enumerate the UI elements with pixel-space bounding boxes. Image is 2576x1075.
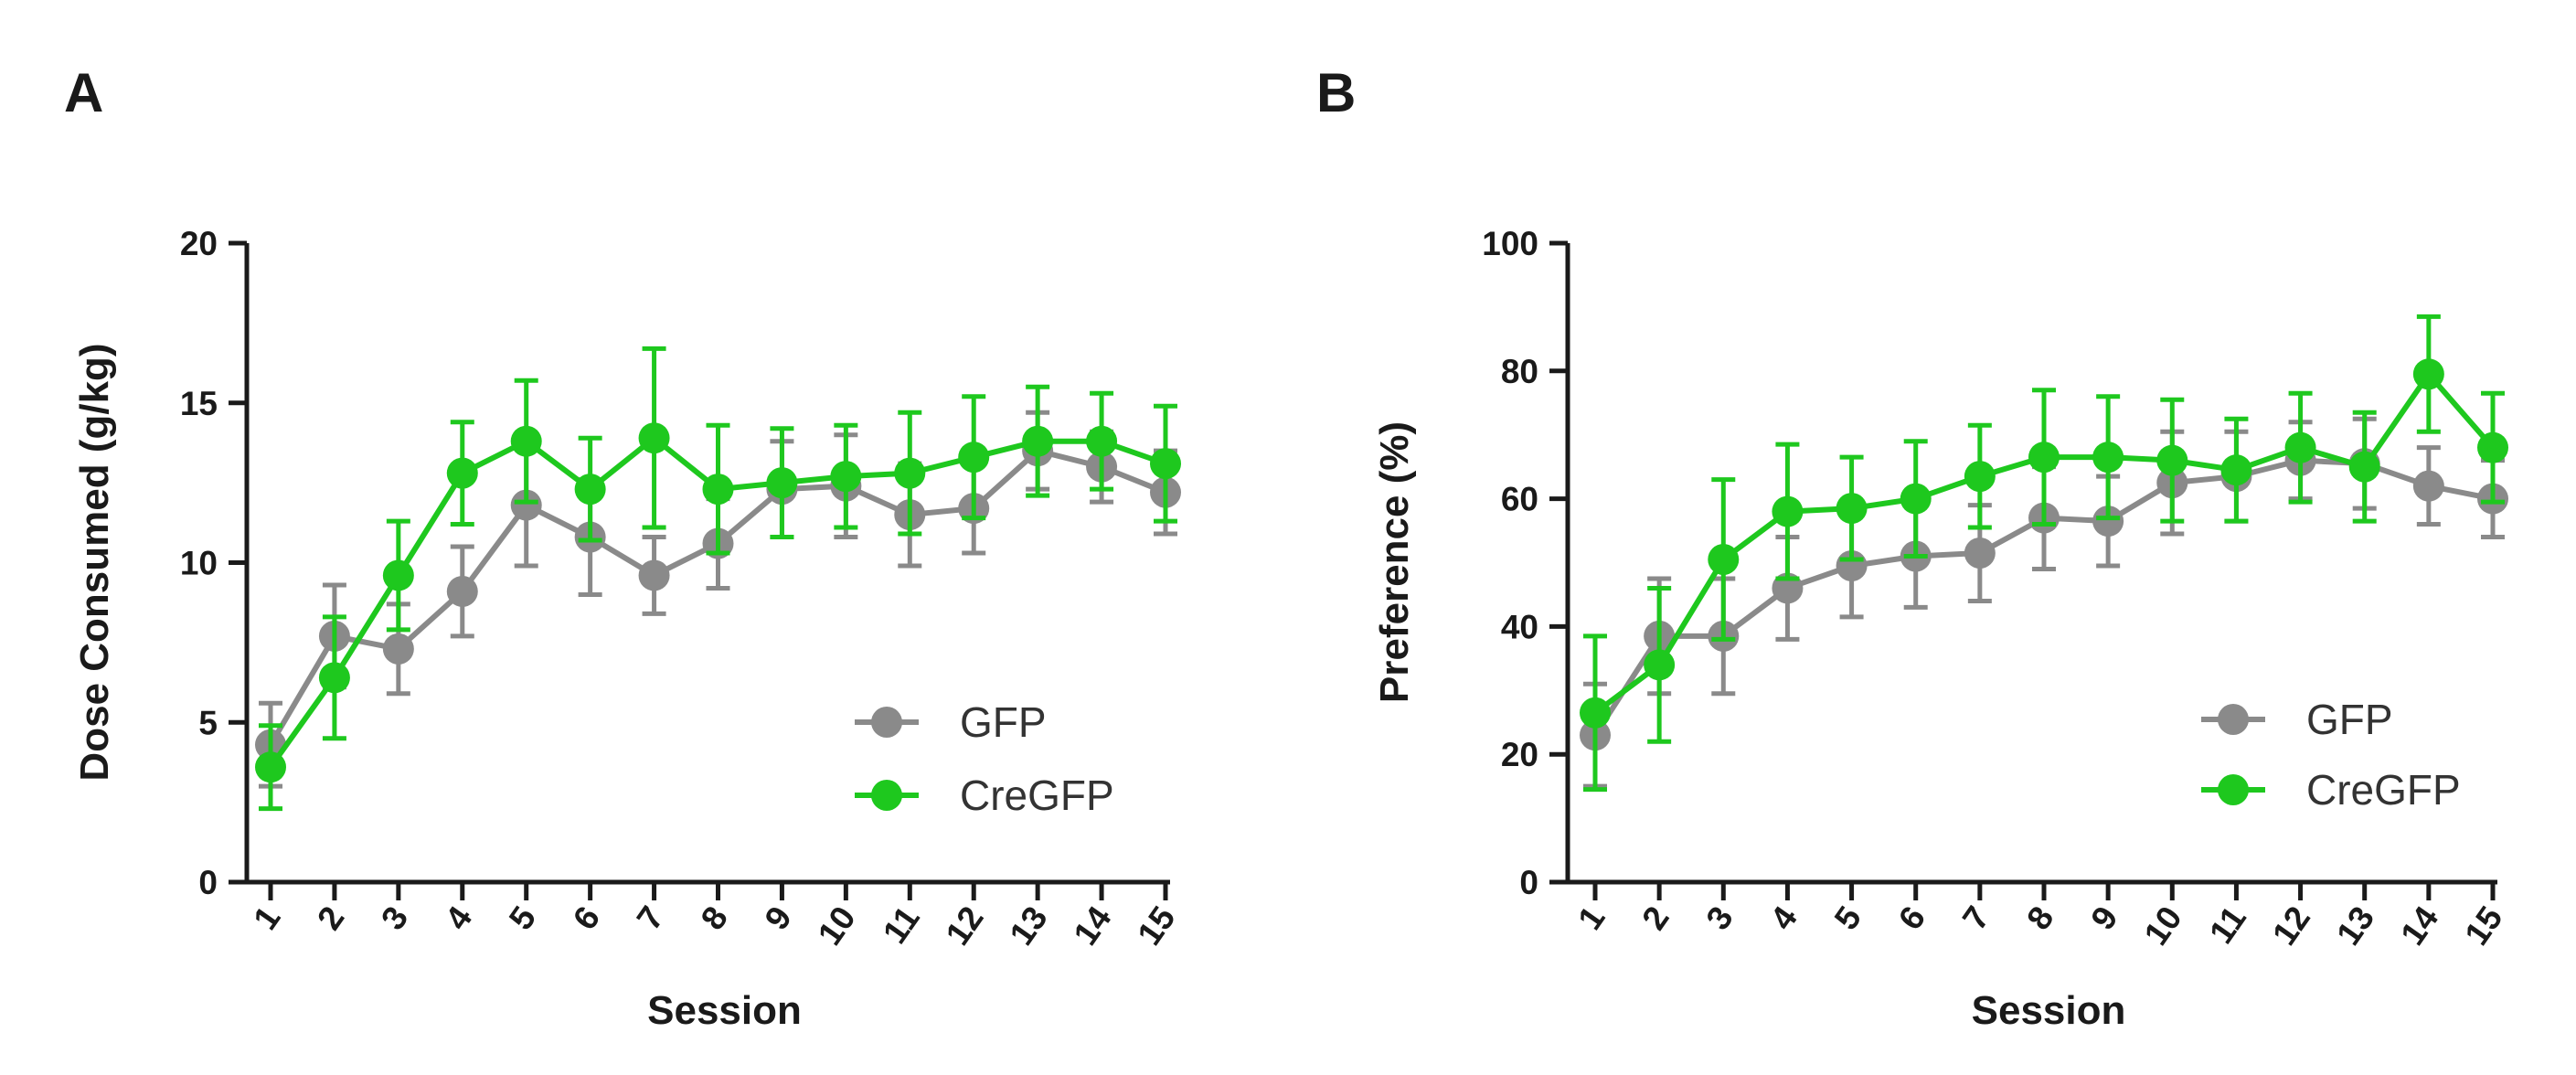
panel-a-x-tick-label: 1 [246,899,287,936]
panel-a-series-cregfp [255,346,1181,812]
panel-a-cregfp-point [318,662,350,694]
panel-b-x-tick-label: 9 [2083,899,2124,936]
panel-a-cregfp-point [255,751,286,783]
panel-a-y-tick-label: 0 [198,864,218,901]
panel-a-cregfp-point [510,425,542,457]
panel-b-y-tick-label: 80 [1501,353,1538,390]
panel-a-x-tick-label: 4 [438,899,480,937]
panel-a-x-tick-label: 10 [811,899,863,952]
panel-a-cregfp-point [446,457,478,489]
panel-b-cregfp-point [1900,483,1932,515]
panel-b-x-tick-label: 6 [1891,899,1932,936]
panel-b-cregfp-point [2477,431,2508,463]
panel-b-cregfp-point [1644,649,1676,681]
panel-b-cregfp-point [2092,442,2124,474]
panel-b-cregfp-point [1964,461,1996,493]
panel-b-y-tick-label: 40 [1501,608,1538,645]
panel-b-x-tick-label: 7 [1955,899,1996,936]
panel-a-cregfp-point [702,474,734,506]
panel-a-y-tick-label: 5 [198,704,218,741]
panel-a-cregfp-point [894,457,926,489]
panel-b-x-tick-label: 5 [1827,899,1868,936]
panel-a-x-tick-label: 8 [694,899,735,936]
panel-b-y-tick-label: 0 [1519,864,1538,901]
panel-b-cregfp-point [2284,431,2316,463]
panel-a-cregfp-point [830,461,862,493]
panel-a-cregfp-point [382,559,414,591]
panel-b-cregfp-point [2028,442,2060,474]
panel-a-cregfp-point [638,422,670,454]
panel-a-x-axis-title: Session [647,988,802,1033]
panel-a-x-tick-label: 14 [1066,899,1118,953]
panel-b-cregfp-point [1580,697,1611,729]
panel-b-legend-cregfp-label: CreGFP [2306,766,2461,814]
panel-a-legend-gfp-label: GFP [960,698,1047,746]
panel-a-cregfp-point [1150,448,1181,480]
panel-a-cregfp-point [574,474,606,506]
panel-a-gfp-point [638,559,670,591]
panel-a-cregfp-point [958,442,990,474]
panel-b-cregfp-point [2348,451,2380,483]
panel-a-legend-cregfp-label: CreGFP [960,772,1114,819]
panel-a-gfp-point [446,575,478,607]
panel-b-x-tick-label: 2 [1634,899,1676,936]
panel-b-cregfp-point [2156,444,2188,476]
panel-a-x-tick-label: 2 [310,899,351,936]
panel-b-x-tick-label: 14 [2393,899,2445,953]
panel-a-gfp-point [510,489,542,521]
panel-a-legend-cregfp-marker [871,780,902,811]
panel-a-legend: GFP CreGFP [855,698,1114,819]
panel-b-gfp-point [2092,506,2124,538]
panel-a-x-tick-label: 11 [876,899,927,951]
panel-a-x-tick-label: 7 [630,899,671,936]
panel-a-legend-gfp-marker [871,707,902,738]
panel-b-y-tick-label: 20 [1501,736,1538,773]
panel-b-legend: GFP CreGFP [2201,696,2461,814]
panel-a-cregfp-point [1086,425,1118,457]
panel-letter-a: A [64,62,103,123]
panel-b-x-tick-label: 13 [2329,899,2381,952]
panel-a-x-tick-label: 5 [502,899,543,936]
panel-a-cregfp-point [766,467,798,499]
panel-a-x-tick-label: 3 [374,899,415,936]
panel-a-x-tick-label: 13 [1003,899,1055,952]
panel-b-cregfp-point [2412,358,2444,390]
panel-b-y-tick-label: 60 [1501,481,1538,518]
panel-a-y-axis-title: Dose Consumed (g/kg) [72,343,117,781]
panel-letter-b: B [1316,62,1356,123]
panel-a-x-tick-label: 12 [939,899,991,952]
panel-b-x-tick-label: 4 [1763,899,1805,937]
panel-a-x-tick-label: 6 [566,899,607,936]
panel-b-x-tick-label: 10 [2137,899,2189,952]
panel-b-x-tick-label: 15 [2457,899,2509,952]
panel-b-x-axis-title: Session [1972,988,2126,1033]
panel-a-cregfp-point [1022,425,1054,457]
panel-a-y-tick-label: 20 [180,225,218,262]
panel-b-x-tick-label: 11 [2202,899,2253,951]
panel-a-gfp-point [382,633,414,665]
panel-b-x-tick-label: 1 [1570,899,1612,936]
panel-b-x-tick-label: 3 [1698,899,1740,936]
panel-b-gfp-point [1964,538,1996,569]
panel-b-cregfp-point [2220,454,2252,486]
panel-b-x-tick-label: 12 [2265,899,2317,952]
panel-b-gfp-point [2412,470,2444,502]
panel-a-x-tick-label: 15 [1130,899,1182,952]
panel-b-y-tick-label: 100 [1482,225,1538,262]
panel-b-cregfp-point [1772,495,1804,527]
panel-a-y-tick-label: 15 [180,385,218,422]
panel-b-series-cregfp [1580,314,2508,793]
panel-b-legend-gfp-marker [2218,704,2249,735]
panel-b-y-axis-title: Preference (%) [1372,421,1417,703]
panel-b-legend-gfp-label: GFP [2306,696,2393,743]
panel-a-y-tick-label: 10 [180,545,218,582]
panel-b-x-tick-label: 8 [2019,899,2060,936]
panel-a-x-tick-label: 9 [758,899,799,936]
panel-b-cregfp-point [1708,544,1740,576]
panel-b-legend-cregfp-marker [2218,774,2249,805]
panel-b-cregfp-point [1836,493,1868,525]
